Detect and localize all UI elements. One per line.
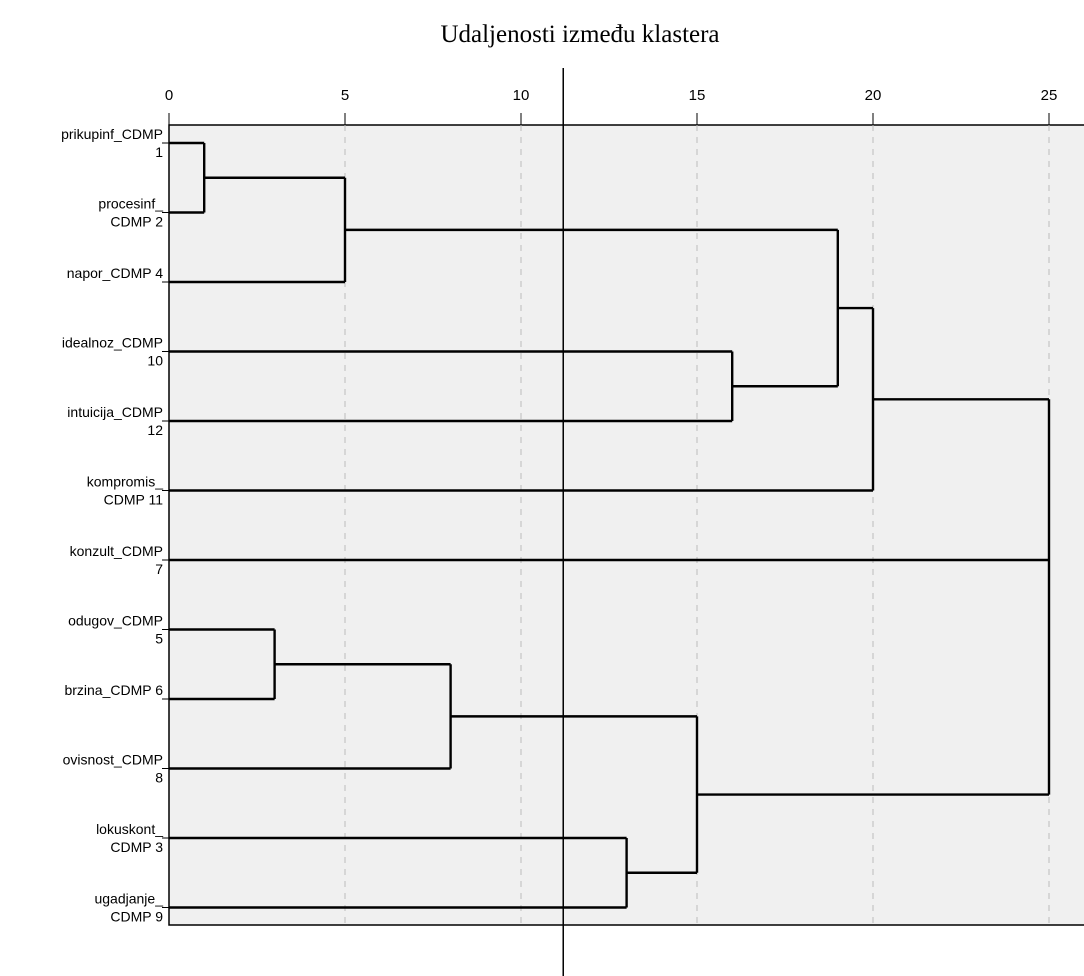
tick-label: 20	[865, 87, 882, 104]
plot-area	[168, 124, 1084, 926]
leaf-label: ugadjanje_	[94, 891, 163, 907]
leaf-label: ovisnost_CDMP	[63, 752, 163, 768]
leaf-label: kompromis_	[87, 474, 163, 490]
leaf-label: intuicija_CDMP	[67, 404, 163, 420]
leaf-label: brzina_CDMP 6	[64, 682, 163, 698]
leaf-label-sub: 10	[147, 353, 163, 369]
leaf-label: lokuskont_	[96, 821, 163, 837]
leaf-label-sub: CDMP 11	[104, 492, 164, 508]
leaf-labels: prikupinf_CDMP 1 procesinf_ CDMP 2 napor_CDM…	[61, 126, 169, 925]
leaf-label-sub: 1	[155, 144, 163, 160]
leaf-label: odugov_CDMP	[68, 613, 163, 629]
leaf-label: konzult_CDMP	[70, 543, 163, 559]
leaf-label-sub: 5	[155, 631, 163, 647]
leaf-label-sub: 12	[147, 422, 163, 438]
tick-label: 5	[341, 87, 349, 104]
dendrogram-links	[169, 141, 1051, 909]
leaf-label-sub: CDMP 3	[110, 839, 163, 855]
tick-label: 0	[165, 87, 173, 104]
leaf-label: idealnoz_CDMP	[62, 335, 163, 351]
leaf-label: napor_CDMP 4	[67, 265, 163, 281]
leaf-label-sub: 8	[155, 770, 163, 786]
tick-label: 10	[513, 87, 530, 104]
x-axis: 0 5 10 15 20 25	[165, 87, 1058, 125]
leaf-label-sub: 7	[155, 561, 163, 577]
leaf-label-sub: CDMP 2	[110, 214, 163, 230]
leaf-label: prikupinf_CDMP	[61, 126, 163, 142]
leaf-label: procesinf_	[98, 196, 163, 212]
leaf-label-sub: CDMP 9	[110, 909, 163, 925]
chart-title: Udaljenosti između klastera	[440, 21, 719, 48]
tick-label: 15	[689, 87, 706, 104]
tick-label: 25	[1041, 87, 1058, 104]
